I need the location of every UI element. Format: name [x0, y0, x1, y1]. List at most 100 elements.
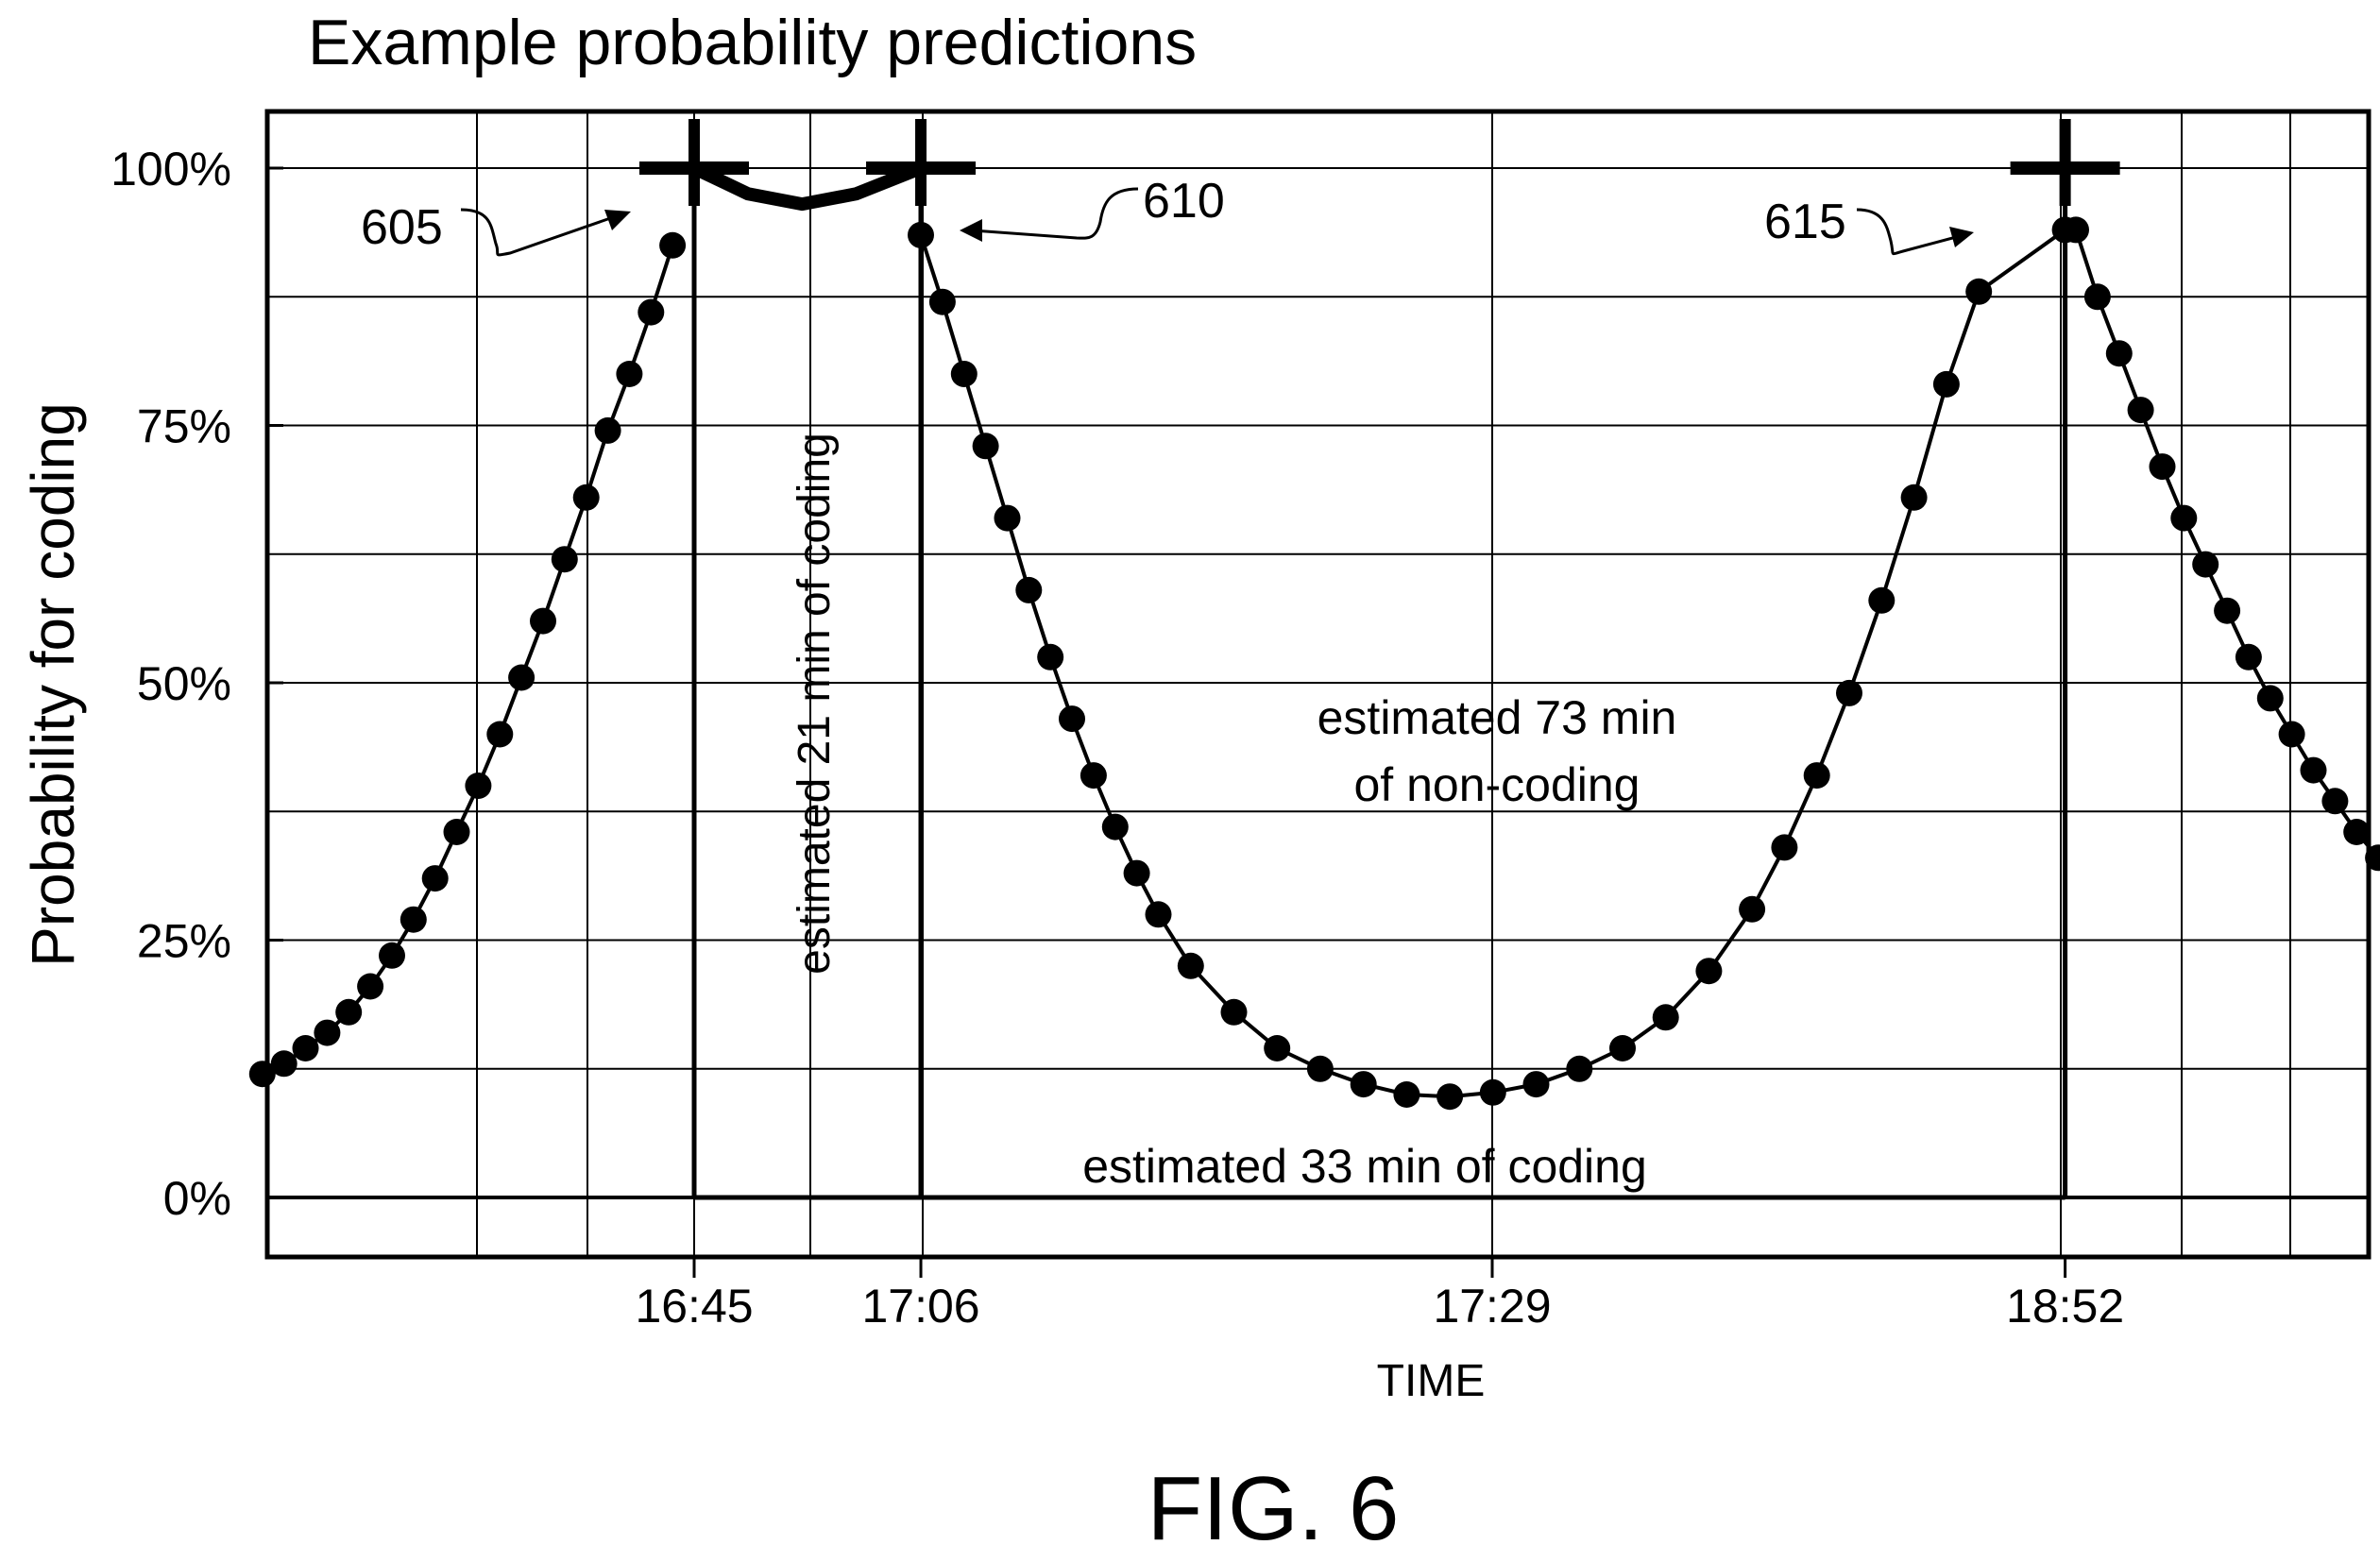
gridlines — [267, 111, 2369, 1257]
data-point — [1306, 1055, 1334, 1082]
data-point — [2321, 788, 2349, 815]
data-point — [908, 221, 934, 248]
y-tick-labels: 0% 25% 50% 75% 100% — [110, 143, 283, 1225]
data-point — [2192, 551, 2219, 578]
data-point — [2063, 216, 2089, 244]
data-point — [551, 546, 578, 573]
data-point — [1836, 679, 1862, 706]
data-point — [1350, 1071, 1377, 1098]
coding-intervals — [691, 168, 2068, 1200]
y-axis-label: Probability for coding — [19, 402, 87, 967]
data-point — [1145, 901, 1172, 928]
x-tick-label: 18:52 — [2006, 1280, 2124, 1333]
data-point — [972, 433, 999, 460]
data-point — [2149, 453, 2176, 481]
data-point — [1393, 1081, 1420, 1108]
callout-610: 610 — [960, 174, 1225, 242]
y-tick-label: 25% — [137, 915, 231, 968]
data-point — [2127, 397, 2154, 424]
data-point — [335, 998, 363, 1026]
transition-markers — [639, 119, 2120, 206]
data-point — [1932, 370, 1960, 398]
data-point — [508, 664, 536, 691]
annotation-non-coding-line2: of non-coding — [1353, 758, 1640, 811]
data-point — [486, 721, 514, 748]
series-line — [919, 228, 2066, 1099]
data-point — [594, 416, 621, 444]
data-point — [616, 361, 643, 387]
data-point — [465, 773, 492, 799]
x-tick-labels: 16:45 17:06 17:29 18:52 — [635, 1257, 2124, 1333]
data-point — [379, 942, 405, 969]
data-point — [530, 607, 556, 635]
data-point — [2214, 597, 2241, 624]
data-point — [2278, 721, 2305, 748]
data-point — [314, 1019, 341, 1046]
chart-title: Example probability predictions — [308, 7, 1197, 78]
data-point — [1101, 813, 1129, 840]
y-tick-label: 50% — [137, 657, 231, 710]
figure-label: FIG. 6 — [1148, 1458, 1400, 1559]
data-point — [270, 1050, 298, 1078]
x-tick-label: 16:45 — [635, 1280, 753, 1333]
data-point — [2343, 819, 2371, 845]
data-point — [1695, 958, 1723, 985]
data-point — [1220, 998, 1248, 1026]
data-point — [2083, 283, 2111, 311]
x-axis-label: TIME — [1377, 1356, 1486, 1406]
data-point — [2256, 685, 2284, 712]
callout-label-605: 605 — [361, 200, 443, 255]
data-point — [1900, 484, 1928, 511]
data-point — [1739, 895, 1766, 923]
data-point — [400, 906, 427, 933]
series-line — [261, 245, 675, 1077]
data-point — [572, 484, 600, 511]
data-point — [1015, 576, 1043, 603]
data-point — [421, 865, 449, 892]
data-point — [1609, 1035, 1636, 1061]
data-point — [1080, 762, 1107, 789]
y-tick-label: 75% — [137, 400, 231, 453]
data-point — [1177, 952, 1204, 979]
x-tick-label: 17:06 — [861, 1280, 979, 1333]
y-tick-label: 100% — [110, 143, 231, 195]
data-point — [357, 973, 384, 1000]
data-point — [1965, 278, 1993, 305]
callout-615: 615 — [1764, 195, 1974, 256]
data-point — [1868, 586, 1896, 614]
data-point — [928, 288, 956, 315]
plot-frame — [264, 109, 2372, 1260]
series-line — [690, 161, 924, 212]
data-point — [1059, 705, 1085, 733]
callout-label-615: 615 — [1764, 195, 1846, 249]
callout-605: 605 — [361, 200, 631, 257]
data-point — [659, 231, 687, 259]
data-point — [1771, 834, 1798, 861]
data-point — [1652, 1004, 1679, 1031]
data-point — [1522, 1071, 1550, 1098]
callout-label-610: 610 — [1143, 174, 1225, 229]
data-point — [950, 361, 978, 387]
data-point — [2235, 643, 2262, 671]
y-tick-label: 0% — [163, 1172, 231, 1225]
data-point — [2300, 756, 2327, 784]
x-tick-label: 17:29 — [1433, 1280, 1551, 1333]
data-point — [292, 1035, 319, 1061]
annotation-non-coding-line1: estimated 73 min — [1318, 691, 1677, 744]
data-point — [1436, 1083, 1464, 1111]
data-point — [1566, 1055, 1593, 1082]
data-point — [1479, 1078, 1506, 1106]
data-point — [994, 504, 1021, 532]
annotation-second-coding: estimated 33 min of coding — [1082, 1140, 1647, 1193]
data-point — [638, 298, 665, 326]
data-point — [1803, 762, 1830, 789]
data-point — [1264, 1035, 1291, 1061]
data-point — [443, 819, 470, 845]
data-point — [1037, 643, 1064, 671]
data-point — [2105, 340, 2133, 367]
data-point — [1123, 859, 1150, 887]
annotation-first-coding: estimated 21 min of coding — [790, 433, 840, 975]
data-point — [2170, 504, 2198, 532]
data-points — [248, 161, 2380, 1111]
